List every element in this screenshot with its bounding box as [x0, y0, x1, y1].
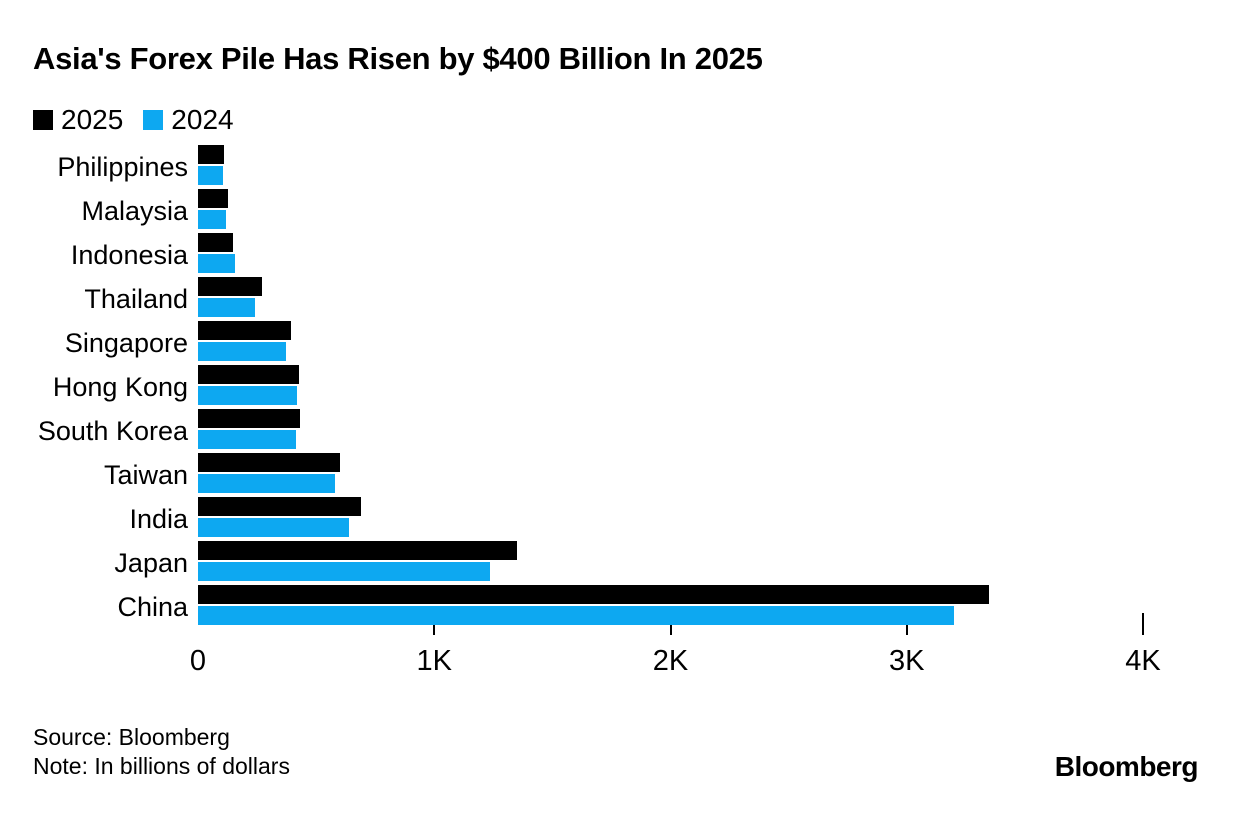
bar-2025-hong-kong [198, 365, 299, 384]
category-label: South Korea [37, 415, 188, 446]
bar-2025-china [198, 585, 990, 604]
bar-2025-thailand [198, 277, 262, 296]
bar-2024-indonesia [198, 254, 236, 273]
legend-swatch-2024 [143, 110, 164, 130]
category-label: Thailand [84, 283, 188, 314]
bar-2025-japan [198, 541, 517, 560]
category-label: Japan [114, 547, 188, 578]
category-label: Hong Kong [52, 371, 188, 402]
category-label: Indonesia [70, 239, 188, 270]
legend-item-2024: 2024 [143, 104, 234, 135]
category-label: China [117, 591, 188, 622]
category-label: India [129, 503, 188, 534]
bar-pair [198, 453, 1143, 493]
legend-label-2024: 2024 [171, 104, 234, 135]
bar-2025-malaysia [198, 189, 228, 208]
bar-2024-singapore [198, 342, 287, 361]
axis-label-0: 0 [189, 645, 207, 677]
bar-pair [198, 497, 1143, 537]
bar-2024-hong-kong [198, 386, 298, 405]
bar-2025-indonesia [198, 233, 234, 252]
legend-swatch-2025 [33, 110, 53, 130]
bar-2024-taiwan [198, 474, 335, 493]
bar-2025-singapore [198, 321, 292, 340]
x-axis: 0 1K 2K 3K 4K [190, 645, 1161, 679]
footer: Source: Bloomberg Note: In billions of d… [33, 723, 1199, 782]
bar-pair [198, 365, 1143, 405]
bar-2025-taiwan [198, 453, 340, 472]
bar-pair [198, 541, 1143, 581]
axis-label-2k: 2K [652, 645, 689, 677]
legend-item-2025: 2025 [33, 106, 123, 134]
source-text: Source: Bloomberg [33, 724, 230, 750]
bar-2024-philippines [198, 166, 223, 185]
bar-2024-malaysia [198, 210, 226, 229]
axis-label-1k: 1K [416, 645, 452, 677]
bar-2025-india [198, 497, 361, 516]
bar-2025-south-korea [198, 409, 300, 428]
category-labels: Philippines Malaysia Indonesia Thailand Sing… [33, 145, 198, 629]
bar-chart: Philippines Malaysia Indonesia Thailand Sing… [33, 145, 1144, 635]
bloomberg-logo: Bloomberg [1054, 751, 1199, 782]
category-label: Singapore [64, 327, 188, 358]
bar-2025-philippines [198, 145, 224, 164]
bar-2024-china [198, 606, 954, 625]
bar-2024-south-korea [198, 430, 297, 449]
bar-pair [198, 189, 1143, 229]
plot-area [198, 145, 1144, 635]
category-label: Malaysia [81, 195, 188, 226]
bar-pair [198, 233, 1143, 273]
legend: 2025 2024 [33, 106, 1236, 134]
category-label: Taiwan [103, 459, 188, 490]
axis-label-4k: 4K [1125, 645, 1161, 677]
bar-2024-thailand [198, 298, 255, 317]
chart-title: Asia's Forex Pile Has Risen by $400 Bill… [33, 41, 763, 76]
bar-pair [198, 321, 1143, 361]
axis-tick-4k [1142, 613, 1144, 635]
bar-2024-japan [198, 562, 490, 581]
bar-pair [198, 409, 1143, 449]
note-text: Note: In billions of dollars [33, 753, 290, 779]
category-label: Philippines [57, 151, 188, 182]
axis-label-3k: 3K [889, 645, 925, 677]
bar-pair [198, 585, 1143, 625]
bar-pair [198, 277, 1143, 317]
legend-label-2025: 2025 [61, 104, 124, 135]
bar-2024-india [198, 518, 350, 537]
source-note-block: Source: Bloomberg Note: In billions of d… [33, 723, 290, 781]
bar-pair [198, 145, 1143, 185]
